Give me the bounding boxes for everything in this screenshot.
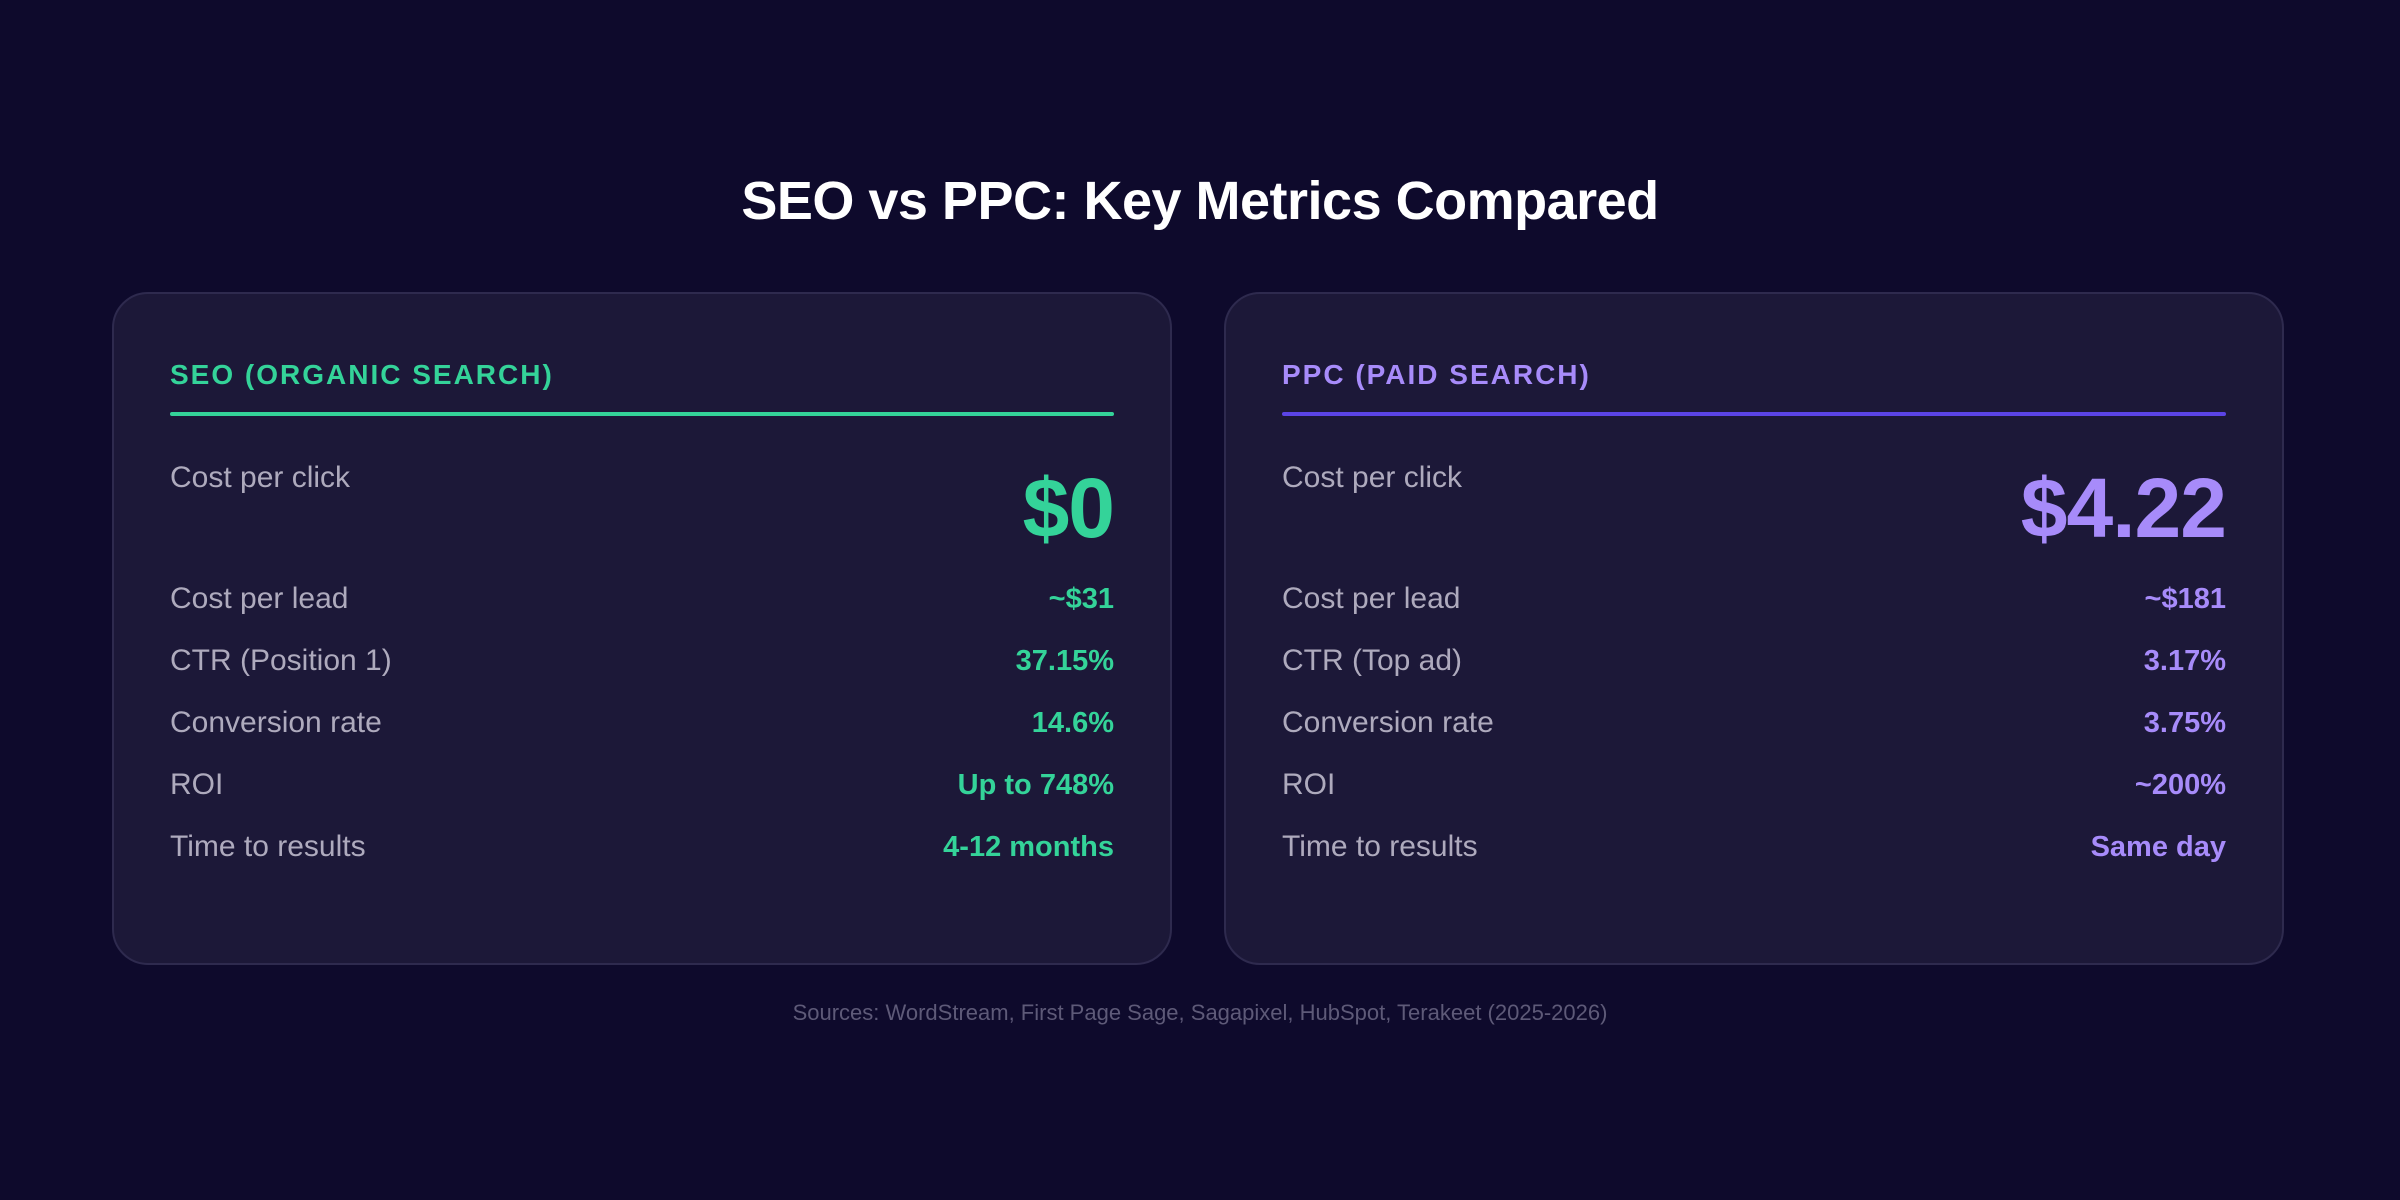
seo-metric-row: Conversion rate 14.6% [170,692,1114,754]
metric-label: ROI [170,768,224,801]
ppc-metric-row: ROI ~200% [1282,754,2226,816]
metric-value: ~$181 [2144,583,2226,615]
ppc-hero-label: Cost per click [1282,461,1463,494]
ppc-header-divider [1282,412,2226,416]
ppc-metric-row: CTR (Top ad) 3.17% [1282,630,2226,692]
seo-metric-row: CTR (Position 1) 37.15% [170,630,1114,692]
seo-hero-value: $0 [1022,461,1115,555]
ppc-metrics-list: Cost per lead ~$181 CTR (Top ad) 3.17% C… [1282,568,2226,878]
ppc-metric-row: Conversion rate 3.75% [1282,692,2226,754]
seo-metrics-list: Cost per lead ~$31 CTR (Position 1) 37.1… [170,568,1114,878]
ppc-metric-row: Cost per lead ~$181 [1282,568,2226,630]
metric-value: Same day [2090,831,2226,863]
metric-label: CTR (Position 1) [170,644,392,677]
metric-value: 3.17% [2143,645,2226,677]
metric-value: 37.15% [1015,645,1114,677]
metric-label: Cost per lead [170,582,349,615]
seo-hero-row: Cost per click $0 [170,416,1115,550]
ppc-metric-row: Time to results Same day [1282,816,2226,878]
ppc-card-header: PPC (PAID SEARCH) [1282,359,1591,390]
metric-value: Up to 748% [957,769,1114,801]
seo-hero-label: Cost per click [170,461,351,494]
metric-value: 14.6% [1031,707,1114,739]
seo-metric-row: Time to results 4-12 months [170,816,1114,878]
metric-label: Conversion rate [170,706,382,739]
metric-value: 4-12 months [943,831,1114,863]
seo-metric-row: Cost per lead ~$31 [170,568,1114,630]
metric-value: ~200% [2134,769,2226,801]
sources-footnote: Sources: WordStream, First Page Sage, Sa… [792,1000,1608,1025]
page-title: SEO vs PPC: Key Metrics Compared [741,171,1659,231]
metric-label: Cost per lead [1282,582,1461,615]
ppc-hero-row: Cost per click $4.22 [1282,416,2227,550]
seo-card: SEO (ORGANIC SEARCH) Cost per click $0 C… [112,292,1172,965]
metric-value: 3.75% [2143,707,2226,739]
metric-label: CTR (Top ad) [1282,644,1463,677]
metric-label: Time to results [170,830,366,863]
seo-card-header: SEO (ORGANIC SEARCH) [170,359,554,390]
seo-header-divider [170,412,1114,416]
seo-metric-row: ROI Up to 748% [170,754,1114,816]
ppc-hero-value: $4.22 [2020,461,2227,555]
metric-label: Time to results [1282,830,1478,863]
metric-label: Conversion rate [1282,706,1494,739]
metric-label: ROI [1282,768,1336,801]
metric-value: ~$31 [1048,583,1114,615]
ppc-card: PPC (PAID SEARCH) Cost per click $4.22 C… [1224,292,2284,965]
